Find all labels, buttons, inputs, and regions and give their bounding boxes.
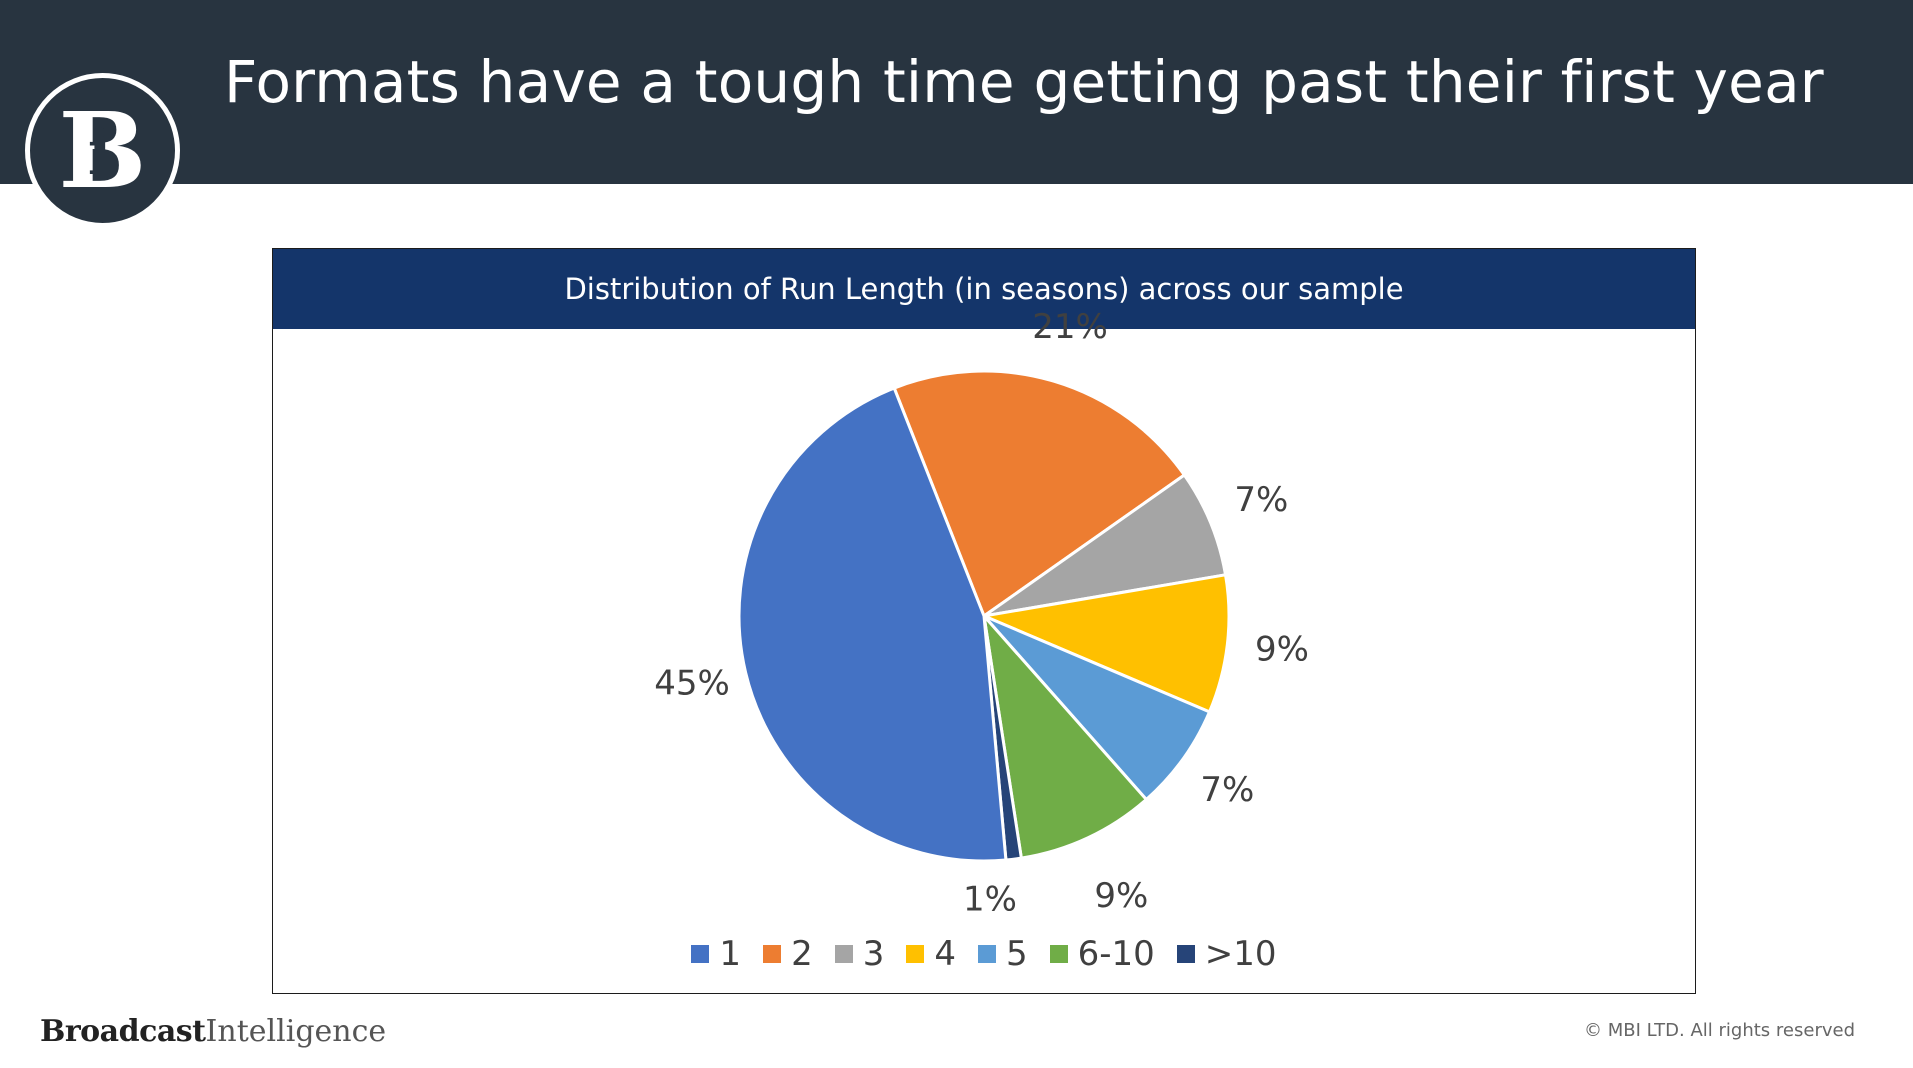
chart-legend: 1 2 3 4 5 6-10 >10 (273, 929, 1695, 979)
data-label-2: 21% (1032, 307, 1108, 347)
chart-panel: Distribution of Run Length (in seasons) … (272, 248, 1696, 994)
data-label-4: 9% (1255, 629, 1309, 669)
legend-item: 5 (977, 934, 1028, 974)
legend-item: 6-10 (1049, 934, 1155, 974)
data-label-10: 1% (963, 880, 1017, 920)
legend-swatch (834, 945, 853, 963)
legend-item: 4 (906, 934, 956, 974)
legend-swatch (1176, 945, 1195, 963)
legend-swatch (763, 945, 782, 963)
logo-letter: i (87, 115, 112, 189)
brand-light-text: Intelligence (205, 1014, 387, 1049)
data-label-1: 45% (654, 664, 730, 704)
pie-slice-4 (978, 573, 1231, 714)
legend-item: >10 (1176, 934, 1277, 974)
title-bar (0, 0, 1913, 184)
data-label-5: 7% (1200, 770, 1254, 810)
brand-bold-text: Broadcast (40, 1014, 206, 1049)
legend-label: 2 (791, 934, 813, 974)
bi-logo-icon: B i (30, 78, 175, 223)
legend-swatch (691, 945, 710, 963)
legend-item: 3 (834, 934, 885, 974)
legend-label: 6-10 (1077, 934, 1155, 974)
legend-label: 1 (719, 934, 742, 974)
data-label-3: 7% (1234, 480, 1288, 520)
legend-label: 4 (934, 934, 956, 974)
legend-swatch (977, 945, 996, 963)
footer-brand: BroadcastIntelligence (40, 1014, 386, 1049)
legend-swatch (1049, 945, 1068, 963)
legend-label: 5 (1005, 934, 1028, 974)
bi-logo: B i (25, 73, 180, 228)
legend-label: 3 (862, 934, 885, 974)
logo-b-glyph: B (58, 88, 147, 212)
legend-item: 2 (763, 934, 813, 974)
slide-title: Formats have a tough time getting past t… (224, 48, 1824, 116)
legend-swatch (906, 945, 925, 963)
pie-slice-1 (737, 386, 1008, 863)
legend-label: >10 (1204, 934, 1277, 974)
data-label-6-10: 9% (1094, 876, 1148, 916)
pie-slice-2 (892, 369, 1187, 619)
pie-slice-3 (983, 472, 1228, 618)
pie-chart: 21% 7% 9% 7% 9% 1% 45% (654, 307, 1309, 920)
copyright-text: © MBI LTD. All rights reserved (1584, 1020, 1855, 1041)
legend-item: 1 (691, 934, 741, 974)
chart-title: Distribution of Run Length (in seasons) … (273, 249, 1695, 329)
pie-slice-6-10 (981, 611, 1149, 860)
pie-slice-5 (982, 614, 1212, 802)
